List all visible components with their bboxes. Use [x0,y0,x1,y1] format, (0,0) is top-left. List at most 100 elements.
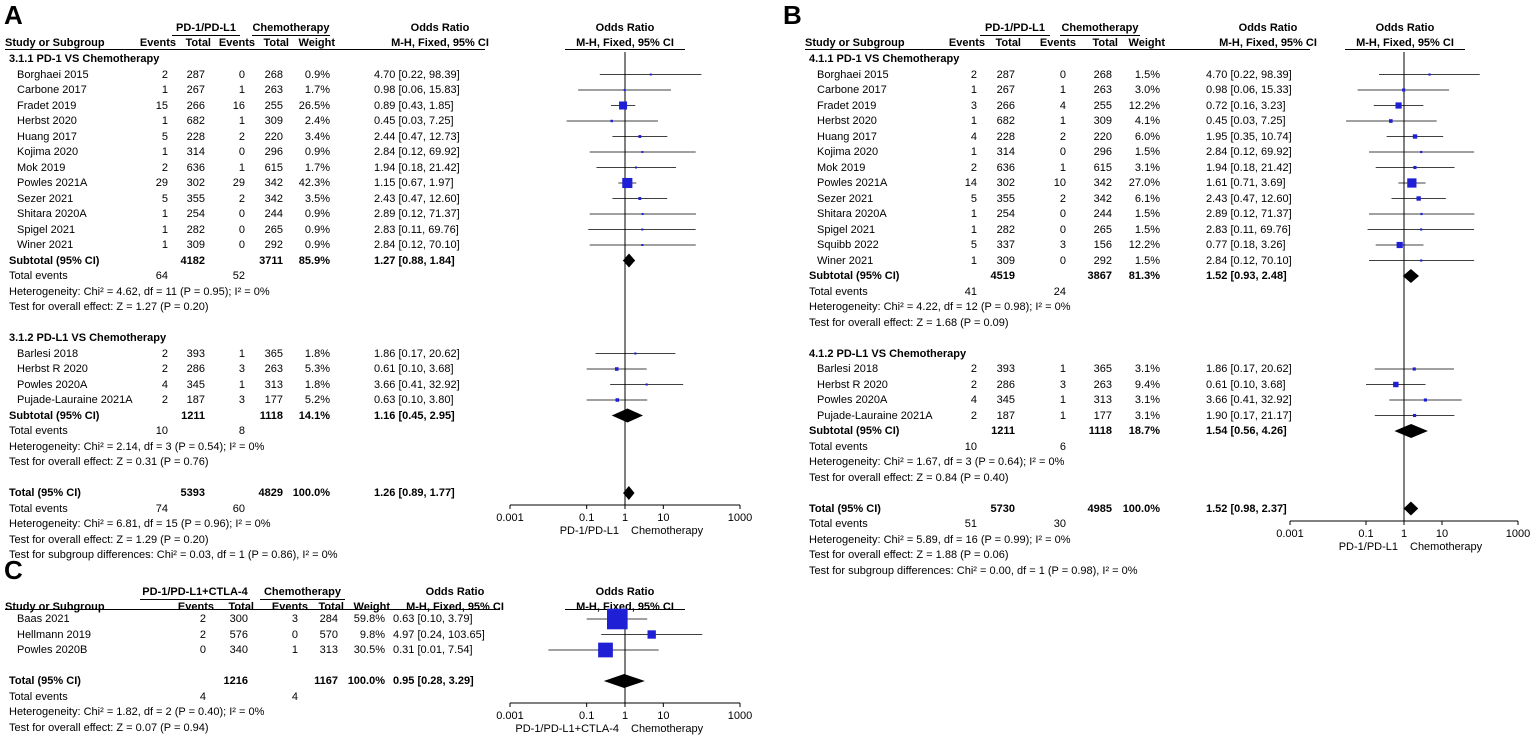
header-method: M-H, Fixed, 95% CI [1219,37,1317,49]
study-exp-total: 286 [996,378,1015,391]
study-ctrl-events: 0 [1059,254,1066,267]
point-estimate-box [647,630,656,639]
point-estimate-box [610,119,613,123]
point-estimate-box [1395,102,1402,109]
header-experimental-group: PD-1/PD-L1+CTLA-4 [142,586,248,598]
study-exp-total: 309 [996,254,1015,267]
study-name: Kojima 2020 [817,146,879,158]
summary-odds-ratio-ci: 1.52 [0.98, 2.37] [1206,502,1287,515]
study-ctrl-total: 263 [1093,84,1112,96]
study-ctrl-events: 0 [238,239,245,251]
study-ctrl-total: 309 [264,115,283,127]
study-ctrl-events: 1 [1059,409,1066,422]
point-estimate-box [1396,241,1403,249]
summary-ctrl-total: 1118 [259,409,283,422]
study-name: Spigel 2021 [17,223,76,236]
study-ctrl-events: 0 [1059,208,1066,220]
total-events-ctrl: 8 [238,425,245,437]
study-exp-events: 1 [161,146,168,158]
study-ctrl-total: 268 [1093,68,1112,81]
point-estimate-box [641,244,644,246]
study-ctrl-total: 309 [1093,115,1112,127]
summary-ctrl-total: 4829 [258,487,283,499]
study-exp-events: 3 [970,99,977,112]
total-events-exp: 10 [155,425,168,437]
point-estimate-box [614,367,619,371]
study-odds-ratio-ci: 2.89 [0.12, 71.37] [1206,208,1292,220]
summary-label: Subtotal (95% CI) [809,425,900,437]
study-odds-ratio-ci: 0.45 [0.03, 7.25] [1206,115,1286,127]
header-rule [5,609,500,610]
study-weight: 1.5% [1134,146,1160,158]
panel-letter-b: B [783,0,802,30]
total-events-ctrl: 52 [232,270,245,282]
study-odds-ratio-ci: 1.95 [0.35, 10.74] [1206,130,1292,143]
heterogeneity-text: Heterogeneity: Chi² = 4.62, df = 11 (P =… [9,285,270,298]
point-estimate-box [638,197,642,200]
study-ctrl-events: 3 [291,613,298,625]
study-odds-ratio-ci: 0.98 [0.06, 15.83] [374,84,460,96]
study-ctrl-total: 255 [264,99,283,112]
study-ctrl-events: 3 [1059,239,1066,251]
x-tick-label: 0.001 [1276,528,1304,540]
summary-odds-ratio-ci: 1.54 [0.56, 4.26] [1206,425,1287,437]
point-estimate-box [606,608,628,630]
summary-ctrl-total: 3711 [259,254,283,267]
study-exp-events: 1 [161,84,168,96]
total-events-exp: 41 [964,285,977,298]
study-exp-events: 4 [970,130,977,143]
study-exp-events: 1 [970,146,977,158]
summary-exp-total: 5393 [180,487,205,499]
total-events-label: Total events [9,502,68,515]
summary-label: Total (95% CI) [9,675,81,687]
study-ctrl-total: 365 [1093,363,1112,375]
study-ctrl-total: 263 [264,363,283,375]
header-events-exp: Events [948,37,985,49]
header-weight: Weight [1128,37,1165,49]
x-tick-label: 0.001 [496,710,524,722]
study-odds-ratio-ci: 2.84 [0.12, 69.92] [1206,146,1292,158]
study-ctrl-events: 0 [1059,68,1066,81]
study-ctrl-events: 29 [232,177,245,189]
header-method: M-H, Fixed, 95% CI [391,37,489,49]
summary-label: Subtotal (95% CI) [9,409,100,422]
study-exp-events: 2 [161,161,168,174]
heterogeneity-text: Heterogeneity: Chi² = 1.67, df = 3 (P = … [809,456,1065,468]
study-odds-ratio-ci: 1.86 [0.17, 20.62] [374,347,460,360]
study-ctrl-events: 1 [291,644,298,656]
study-ctrl-events: 0 [1059,223,1066,236]
point-estimate-box [634,352,637,355]
study-name: Huang 2017 [817,130,877,143]
study-odds-ratio-ci: 2.43 [0.47, 12.60] [374,192,460,205]
study-ctrl-total: 177 [1093,409,1112,422]
study-ctrl-events: 2 [1059,192,1066,205]
study-name: Kojima 2020 [17,146,79,158]
total-events-exp: 64 [155,270,168,282]
study-exp-total: 302 [996,177,1015,189]
study-odds-ratio-ci: 1.61 [0.71, 3.69] [1206,177,1286,189]
study-ctrl-total: 265 [1093,223,1112,236]
study-exp-total: 300 [229,613,248,625]
study-odds-ratio-ci: 2.84 [0.12, 70.10] [1206,254,1292,267]
summary-diamond [1394,424,1428,438]
heterogeneity-text: Heterogeneity: Chi² = 2.14, df = 3 (P = … [9,440,265,453]
study-ctrl-events: 0 [238,223,245,236]
study-weight: 6.1% [1134,192,1160,205]
study-name: Herbst R 2020 [817,378,888,391]
total-events-ctrl: 6 [1059,440,1066,453]
plot-header-title: Odds Ratio [595,22,655,34]
point-estimate-box [1420,228,1423,231]
header-underline-ctrl [252,35,330,36]
header-underline-exp [980,35,1050,36]
study-exp-total: 282 [186,223,205,236]
study-name: Carbone 2017 [817,84,887,96]
study-odds-ratio-ci: 0.45 [0.03, 7.25] [374,115,454,127]
axis-left-label: PD-1/PD-L1 [1339,541,1398,553]
study-weight: 1.8% [304,378,330,391]
summary-exp-total: 1211 [181,409,205,422]
study-ctrl-total: 268 [264,68,283,81]
total-events-ctrl: 24 [1053,285,1066,298]
overall-effect-text: Test for overall effect: Z = 0.84 (P = 0… [809,471,1009,484]
study-ctrl-events: 0 [238,68,245,81]
header-events-exp: Events [139,37,176,49]
